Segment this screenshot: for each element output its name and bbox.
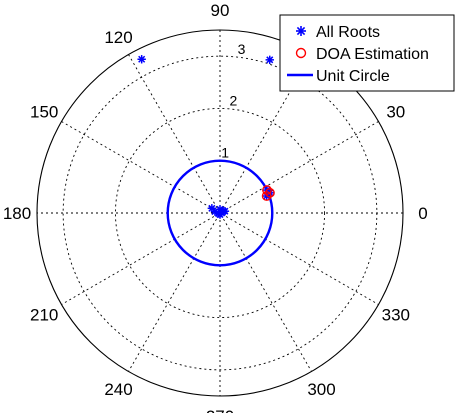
- root-point-7: [220, 207, 230, 216]
- unit-circle-line: [166, 159, 274, 267]
- theta-tick-label-150: 150: [30, 103, 58, 122]
- root-point-12: [137, 55, 146, 64]
- theta-tick-label-300: 300: [307, 380, 335, 399]
- theta-tick-label-0: 0: [418, 204, 427, 223]
- spoke-line-60: [128, 54, 312, 372]
- r-tick-label-2: 2: [229, 93, 237, 109]
- spoke-line-150: [61, 121, 379, 305]
- root-point-11: [265, 55, 274, 65]
- legend-label-unit-circle: Unit Circle: [316, 68, 390, 85]
- grid-circle-3: [62, 55, 378, 371]
- doa-point-0: [261, 191, 272, 201]
- theta-tick-label-30: 30: [386, 103, 405, 122]
- root-point-6: [214, 209, 223, 218]
- legend-entry-doa-estimation: DOA Estimation: [295, 46, 429, 63]
- r-tick-label-3: 3: [238, 41, 246, 57]
- r-tick-label-1: 1: [221, 144, 229, 160]
- spoke-line-120: [128, 54, 312, 372]
- theta-tick-label-240: 240: [104, 380, 132, 399]
- legend-entry-all-roots: All Roots: [296, 24, 380, 41]
- theta-tick-label-330: 330: [382, 306, 410, 325]
- data-layer: [137, 55, 275, 267]
- asterisk-marker-icon: [296, 26, 306, 36]
- theta-tick-label-180: 180: [3, 204, 31, 223]
- theta-tick-label-270: 270: [206, 407, 234, 413]
- theta-tick-label-90: 90: [211, 1, 230, 20]
- theta-tick-label-120: 120: [104, 28, 132, 47]
- outer-boundary: [36, 29, 404, 397]
- legend-label-doa-estimation: DOA Estimation: [316, 46, 429, 63]
- doa-point-1: [265, 187, 275, 198]
- grid-circle-2: [114, 107, 326, 319]
- theta-tick-label-210: 210: [30, 306, 58, 325]
- spoke-line-30: [61, 121, 379, 305]
- legend-entry-unit-circle: Unit Circle: [287, 68, 390, 85]
- circle-marker-icon: [295, 47, 307, 59]
- legend-label-all-roots: All Roots: [316, 24, 380, 41]
- legend: All Roots DOA Estimation Unit Circle: [279, 14, 455, 92]
- legend-box: [279, 14, 455, 92]
- doa-point-2: [262, 185, 272, 195]
